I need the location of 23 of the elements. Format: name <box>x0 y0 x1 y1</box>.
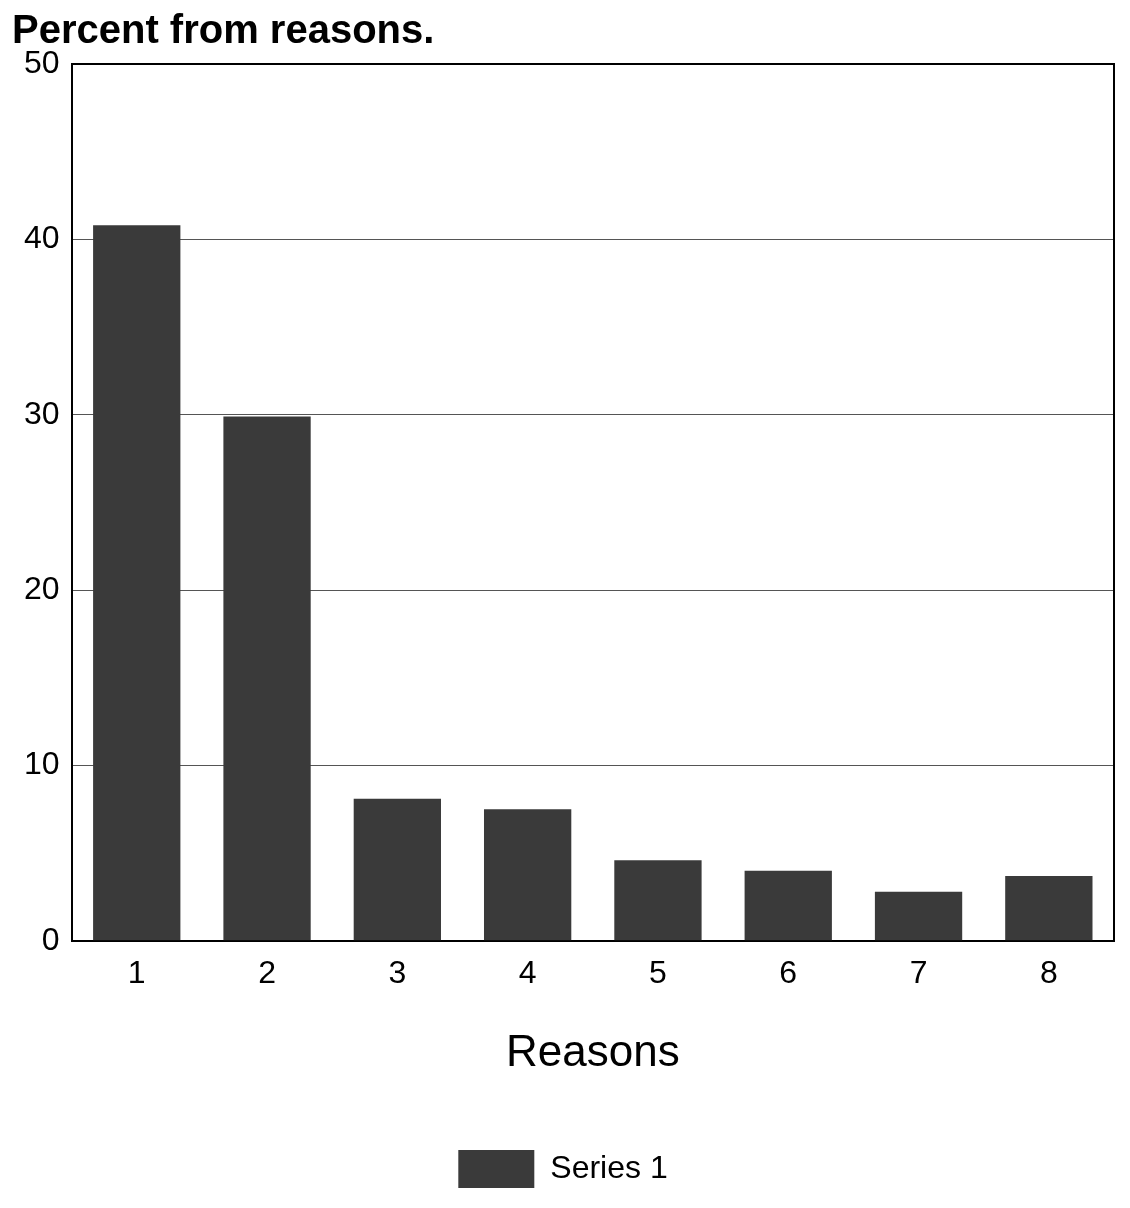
x-tick-label: 5 <box>649 953 667 990</box>
bar <box>874 891 963 941</box>
y-tick-label: 40 <box>24 219 60 256</box>
bar <box>93 225 181 941</box>
bar <box>614 860 702 941</box>
y-tick-label: 30 <box>24 394 60 431</box>
y-tick-label: 10 <box>24 745 60 782</box>
bar <box>223 416 311 941</box>
x-tick-label: 4 <box>518 953 537 990</box>
bar <box>1005 875 1093 941</box>
x-tick-label: 7 <box>909 953 928 990</box>
x-tick-label: 1 <box>127 953 146 990</box>
y-tick-label: 0 <box>41 920 60 957</box>
x-tick-label: 3 <box>388 953 407 990</box>
bar <box>353 798 441 941</box>
bar <box>744 870 832 941</box>
x-tick-label: 6 <box>779 953 798 990</box>
legend-label: Series 1 <box>550 1148 668 1185</box>
x-axis-title: Reasons <box>505 1025 680 1075</box>
x-tick-label: 8 <box>1039 953 1058 990</box>
y-tick-label: 20 <box>24 569 60 606</box>
x-tick-label: 2 <box>258 953 276 990</box>
bar <box>484 809 572 941</box>
